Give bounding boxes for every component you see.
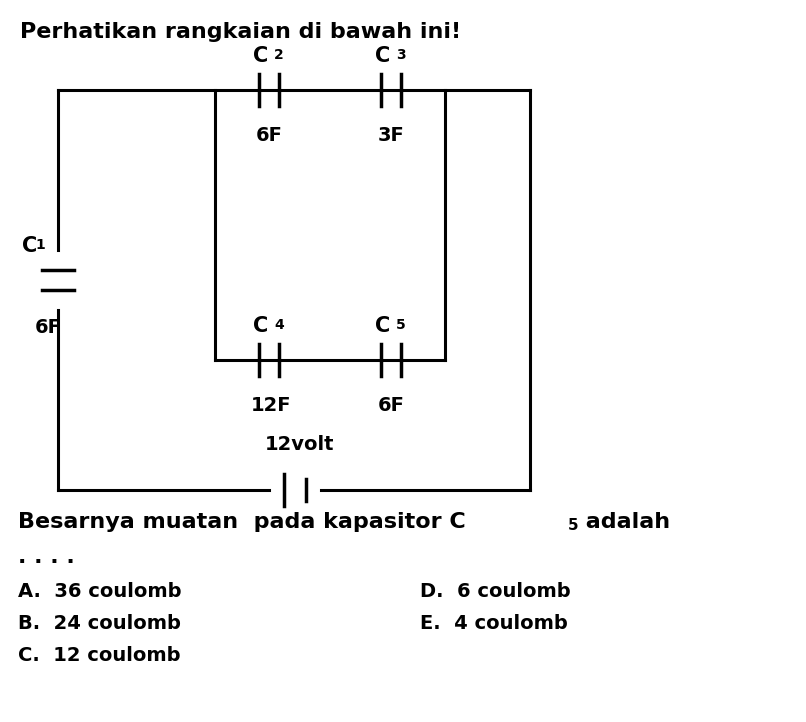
Text: 12volt: 12volt [265, 435, 334, 454]
Text: 3F: 3F [377, 126, 405, 145]
Text: E.  4 coulomb: E. 4 coulomb [420, 614, 567, 633]
Text: . . . .: . . . . [18, 547, 75, 567]
Text: C: C [376, 46, 391, 66]
Text: A.  36 coulomb: A. 36 coulomb [18, 582, 181, 601]
Text: 6F: 6F [256, 126, 282, 145]
Text: C.  12 coulomb: C. 12 coulomb [18, 646, 181, 665]
Text: C: C [22, 236, 37, 256]
Text: Perhatikan rangkaian di bawah ini!: Perhatikan rangkaian di bawah ini! [20, 22, 461, 42]
Text: C: C [253, 46, 268, 66]
Text: 5: 5 [396, 318, 405, 332]
Text: 6F: 6F [377, 396, 405, 415]
Text: 4: 4 [274, 318, 284, 332]
Text: 1: 1 [35, 238, 45, 252]
Text: C: C [253, 316, 268, 336]
Text: 2: 2 [274, 48, 284, 62]
Text: 6F: 6F [35, 318, 61, 337]
Text: C: C [376, 316, 391, 336]
Text: 3: 3 [396, 48, 405, 62]
Text: B.  24 coulomb: B. 24 coulomb [18, 614, 181, 633]
Text: 5: 5 [568, 518, 579, 533]
Text: D.  6 coulomb: D. 6 coulomb [420, 582, 571, 601]
Text: Besarnya muatan  pada kapasitor C: Besarnya muatan pada kapasitor C [18, 512, 466, 532]
Text: adalah: adalah [578, 512, 670, 532]
Text: 12F: 12F [251, 396, 291, 415]
